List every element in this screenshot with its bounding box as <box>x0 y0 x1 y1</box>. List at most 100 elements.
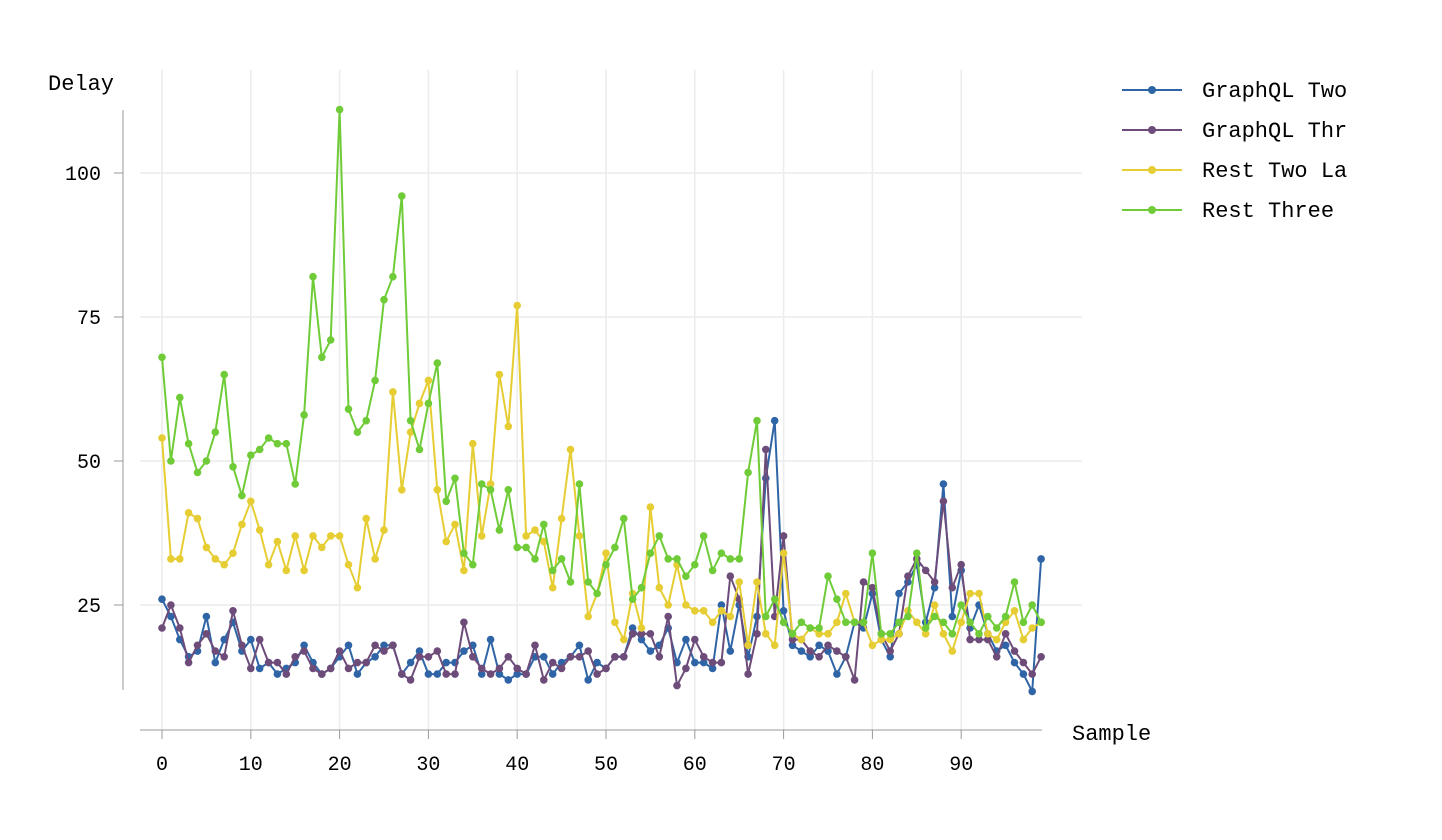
data-point <box>273 537 282 546</box>
legend-label: Rest Two La <box>1202 159 1347 184</box>
data-point <box>282 439 291 448</box>
data-point <box>824 641 832 650</box>
data-point <box>691 658 699 667</box>
x-tick-label: 60 <box>683 754 707 777</box>
data-point <box>797 618 806 627</box>
legend-item: GraphQL Thr <box>1122 119 1347 144</box>
data-point <box>371 641 379 650</box>
data-point <box>992 653 1001 661</box>
data-point <box>628 595 637 603</box>
data-point <box>264 434 273 442</box>
data-point <box>531 641 539 650</box>
data-point <box>211 647 220 655</box>
data-point <box>451 474 459 483</box>
data-point <box>477 664 486 673</box>
data-point <box>318 543 326 552</box>
data-point <box>238 491 246 500</box>
data-point <box>797 647 806 655</box>
data-point <box>309 272 317 281</box>
data-point <box>557 664 566 673</box>
legend-item: Rest Three <box>1122 199 1334 224</box>
data-point <box>975 630 983 638</box>
data-point <box>682 601 690 609</box>
data-point <box>415 445 424 454</box>
data-point <box>699 607 708 615</box>
x-tick-label: 10 <box>239 754 263 777</box>
data-point <box>398 670 406 678</box>
data-point <box>371 653 379 661</box>
data-point <box>886 630 894 638</box>
data-point <box>486 635 495 644</box>
data-point <box>504 422 513 431</box>
data-point <box>220 635 228 644</box>
data-point <box>557 555 566 563</box>
series-group <box>158 416 1045 696</box>
data-point <box>344 405 353 414</box>
data-point <box>202 612 211 621</box>
data-point <box>1019 670 1028 678</box>
data-point <box>415 647 424 655</box>
y-axis-title: Delay <box>48 72 114 97</box>
data-point <box>930 583 939 592</box>
data-point <box>1010 647 1019 655</box>
data-point <box>371 376 379 385</box>
data-point <box>1001 641 1010 650</box>
data-point <box>344 560 353 569</box>
data-point <box>904 572 912 580</box>
data-point <box>406 416 415 425</box>
data-point <box>762 445 770 454</box>
data-point <box>992 635 1001 644</box>
data-point <box>318 670 326 678</box>
data-point <box>1001 612 1010 621</box>
data-point <box>602 560 610 569</box>
data-point <box>344 641 353 650</box>
data-point <box>495 526 504 534</box>
data-point <box>646 630 655 638</box>
data-point <box>424 670 433 678</box>
data-point <box>797 635 806 644</box>
data-point <box>202 543 211 552</box>
data-point <box>229 607 237 615</box>
data-point <box>779 549 788 557</box>
series-group <box>158 445 1045 690</box>
data-point <box>433 647 442 655</box>
data-point <box>753 416 761 425</box>
data-point <box>255 445 264 454</box>
data-point <box>495 370 504 379</box>
data-point <box>247 451 255 460</box>
data-point <box>406 676 415 684</box>
data-point <box>984 630 992 638</box>
data-point <box>717 601 726 609</box>
data-point <box>1037 555 1045 563</box>
data-point <box>673 555 681 563</box>
data-point <box>477 670 486 678</box>
data-point <box>646 647 655 655</box>
data-point <box>664 612 672 621</box>
legend-swatch-marker <box>1148 126 1156 134</box>
y-tick-label: 25 <box>77 596 101 619</box>
data-point <box>486 670 495 678</box>
y-ticks: 25 50 75 100 <box>65 164 123 619</box>
data-point <box>593 670 601 678</box>
data-point <box>753 630 761 638</box>
data-point <box>380 641 388 650</box>
x-tick-label: 20 <box>328 754 352 777</box>
data-point <box>211 428 220 437</box>
data-point <box>513 664 521 673</box>
data-point <box>193 468 202 477</box>
data-point <box>264 658 273 667</box>
data-point <box>176 555 184 563</box>
data-point <box>779 618 788 627</box>
data-point <box>868 549 877 557</box>
data-point <box>255 635 264 644</box>
data-point <box>815 653 823 661</box>
data-point <box>389 388 397 396</box>
data-point <box>442 658 451 667</box>
data-point <box>300 411 308 419</box>
axes <box>122 110 1042 731</box>
legend-swatch-marker <box>1148 86 1156 94</box>
data-point <box>628 624 637 632</box>
data-point <box>824 572 832 580</box>
data-point <box>966 635 974 644</box>
